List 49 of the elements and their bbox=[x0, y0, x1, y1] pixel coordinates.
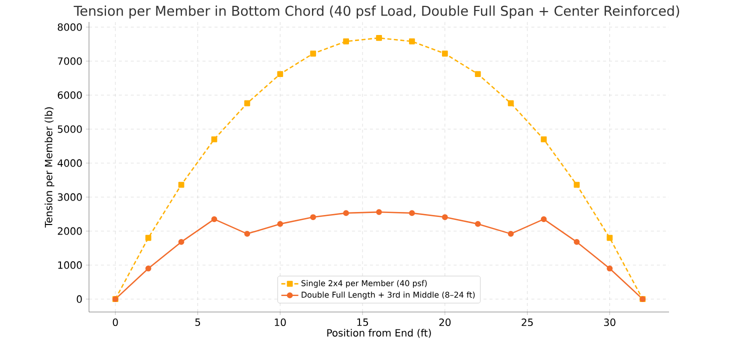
x-tick-label: 15 bbox=[357, 318, 368, 326]
point bbox=[178, 182, 184, 188]
x-tick-label: 5 bbox=[195, 318, 200, 326]
y-tick-label: 8000 bbox=[58, 23, 82, 31]
x-tick-label: 0 bbox=[112, 318, 118, 326]
point bbox=[409, 38, 415, 44]
y-tick-label: 0 bbox=[76, 295, 82, 303]
point bbox=[145, 266, 152, 272]
point bbox=[178, 239, 184, 245]
y-tick-label: 4000 bbox=[58, 159, 82, 167]
y-axis-title: Tension per Member (lb) bbox=[44, 107, 54, 228]
point bbox=[277, 220, 284, 227]
point bbox=[508, 230, 514, 237]
point bbox=[474, 71, 481, 77]
y-tick-label: 3000 bbox=[58, 193, 82, 201]
y-tick-label: 2000 bbox=[58, 227, 82, 235]
point bbox=[508, 100, 514, 106]
x-tick-label: 25 bbox=[522, 318, 533, 326]
point bbox=[310, 50, 316, 57]
point bbox=[376, 35, 382, 41]
point bbox=[244, 230, 250, 237]
point bbox=[540, 216, 547, 222]
point bbox=[606, 266, 613, 272]
point bbox=[574, 182, 580, 188]
y-tick-label: 1000 bbox=[58, 261, 82, 269]
point bbox=[540, 136, 547, 142]
point bbox=[277, 71, 284, 77]
point bbox=[574, 239, 580, 245]
point bbox=[211, 136, 218, 142]
x-axis-title: Position from End (ft) bbox=[327, 328, 431, 338]
point bbox=[145, 234, 152, 241]
chart-title: Tension per Member in Bottom Chord (40 psf Load, Double Full Span + Center Reinforced) bbox=[74, 6, 680, 19]
x-tick-label: 20 bbox=[439, 318, 451, 326]
point bbox=[343, 38, 350, 44]
point bbox=[211, 216, 218, 222]
point bbox=[310, 214, 316, 220]
x-tick-label: 30 bbox=[604, 318, 616, 326]
point bbox=[409, 210, 415, 216]
point bbox=[442, 214, 448, 220]
point bbox=[474, 220, 481, 227]
point bbox=[606, 234, 613, 241]
point bbox=[343, 210, 350, 216]
y-tick-label: 6000 bbox=[58, 91, 82, 99]
x-tick-label: 10 bbox=[274, 318, 286, 326]
y-tick-label: 5000 bbox=[58, 125, 82, 133]
point bbox=[376, 209, 382, 215]
point bbox=[442, 50, 448, 57]
y-tick-label: 7000 bbox=[58, 57, 82, 65]
point bbox=[244, 100, 250, 106]
